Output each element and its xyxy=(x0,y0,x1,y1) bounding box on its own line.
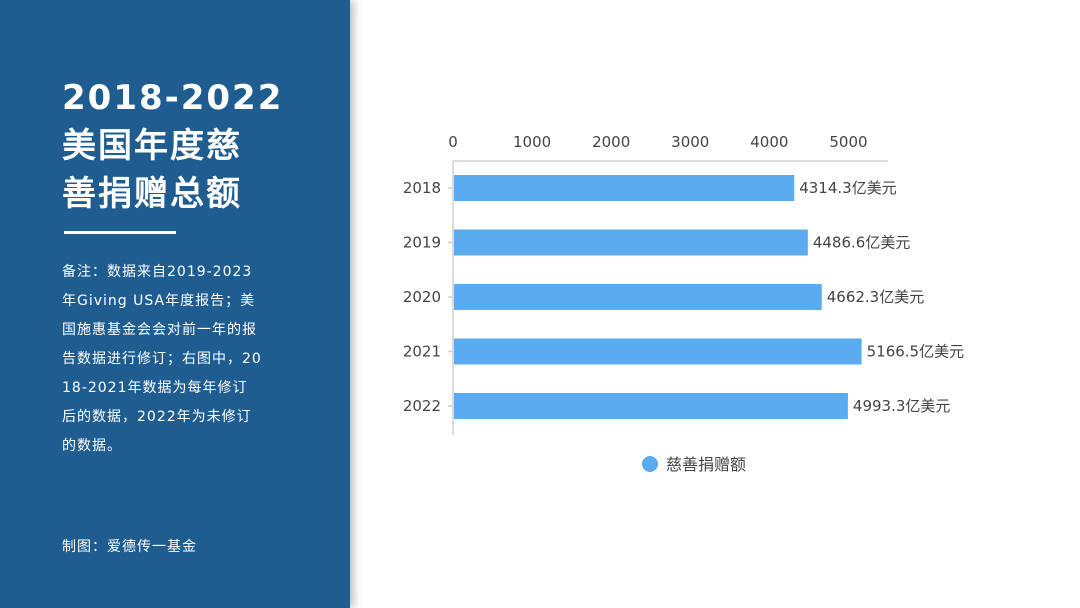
bar xyxy=(454,284,822,310)
bar xyxy=(454,393,848,419)
title-underline xyxy=(64,231,176,234)
bar xyxy=(454,175,795,201)
data-label: 4993.3亿美元 xyxy=(853,397,951,415)
x-tick-label: 1000 xyxy=(513,133,551,151)
x-tick-label: 4000 xyxy=(750,133,788,151)
data-label: 4486.6亿美元 xyxy=(813,234,911,252)
x-tick-label: 0 xyxy=(448,133,458,151)
data-label: 4314.3亿美元 xyxy=(799,179,897,197)
bar xyxy=(454,338,862,365)
title-line-3: 善捐赠总额 xyxy=(62,174,242,214)
page-title: 2018-2022 美国年度慈 善捐赠总额 xyxy=(62,74,332,218)
legend-marker xyxy=(642,456,658,472)
bar xyxy=(454,229,808,256)
x-tick-label: 3000 xyxy=(671,133,709,151)
y-tick-label: 2021 xyxy=(403,343,441,361)
title-line-2: 美国年度慈 xyxy=(62,126,242,166)
note-text: 备注：数据来自2019-2023年Giving USA年度报告；美国施惠基金会会… xyxy=(62,264,262,454)
legend-label: 慈善捐赠额 xyxy=(666,455,746,474)
credit-text: 制图：爱德传一基金 xyxy=(62,539,197,555)
y-tick-label: 2020 xyxy=(403,288,441,306)
x-tick-label: 2000 xyxy=(592,133,630,151)
bar-chart: 0 1000 2000 3000 4000 5000 2018 4314.3亿美元 2019 44… xyxy=(403,133,965,474)
y-tick-label: 2022 xyxy=(403,397,441,415)
title-line-1: 2018-2022 xyxy=(62,78,284,118)
y-tick-label: 2018 xyxy=(403,179,441,197)
data-label: 5166.5亿美元 xyxy=(867,343,965,361)
x-tick-label: 5000 xyxy=(829,133,867,151)
data-label: 4662.3亿美元 xyxy=(827,288,925,306)
left-panel: 2018-2022 美国年度慈 善捐赠总额 备注：数据来自2019-2023年G… xyxy=(0,0,350,608)
y-tick-label: 2019 xyxy=(403,234,441,252)
